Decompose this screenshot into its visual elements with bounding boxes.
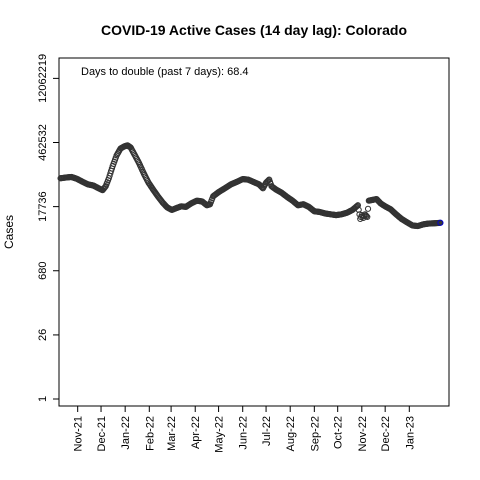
data-point xyxy=(437,219,444,226)
x-axis: Nov-21 Dec-21 Jan-22 Feb-22 Mar-22 Apr-22 May-… xyxy=(73,405,416,453)
y-tick-label: 26 xyxy=(37,329,49,341)
data-point xyxy=(355,206,362,213)
data-point xyxy=(101,184,109,191)
x-tick-label: Oct-22 xyxy=(333,416,345,449)
data-point xyxy=(362,212,369,219)
data-point xyxy=(364,205,372,212)
x-tick-label: May-22 xyxy=(214,416,226,453)
x-tick-label: Nov-22 xyxy=(357,416,369,451)
x-tick-label: Dec-21 xyxy=(96,416,108,451)
y-axis: 1 26 680 17736 462532 12062219 xyxy=(37,54,60,402)
x-tick-label: Jun-22 xyxy=(238,416,250,450)
data-point xyxy=(363,212,370,220)
y-tick-label: 462532 xyxy=(37,124,49,161)
x-tick-label: Jan-22 xyxy=(120,416,132,450)
x-tick-label: Jul-22 xyxy=(261,416,273,446)
y-tick-label: 17736 xyxy=(37,191,49,222)
data-point xyxy=(364,213,371,221)
x-tick-label: Jan-23 xyxy=(404,416,416,450)
y-tick-label: 1 xyxy=(37,396,49,402)
plot-frame xyxy=(58,57,450,407)
data-point xyxy=(354,202,362,209)
data-points xyxy=(57,142,444,230)
y-tick-label: 680 xyxy=(37,262,49,280)
x-tick-label: Feb-22 xyxy=(144,416,156,451)
x-tick-label: Apr-22 xyxy=(190,416,202,449)
y-tick-label: 12062219 xyxy=(37,54,49,103)
x-tick-label: Aug-22 xyxy=(285,416,297,451)
x-tick-label: Dec-22 xyxy=(380,416,392,451)
doubling-annotation: Days to double (past 7 days): 68.4 xyxy=(81,66,249,78)
y-axis-label: Cases xyxy=(2,215,16,249)
x-tick-label: Nov-21 xyxy=(73,416,85,451)
data-point xyxy=(354,202,361,210)
x-tick-label: Mar-22 xyxy=(166,416,178,451)
x-tick-label: Sep-22 xyxy=(309,416,321,451)
chart-title: COVID-19 Active Cases (14 day lag): Colo… xyxy=(101,22,407,38)
